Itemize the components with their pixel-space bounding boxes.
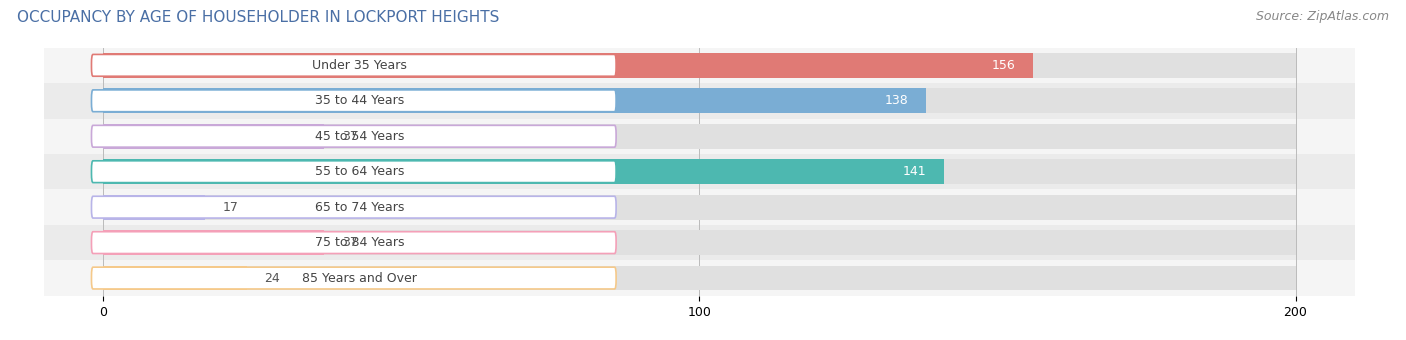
- Bar: [104, 124, 323, 149]
- Bar: [104, 230, 1295, 255]
- Bar: [104, 266, 246, 290]
- FancyBboxPatch shape: [91, 196, 616, 218]
- Text: 45 to 54 Years: 45 to 54 Years: [315, 130, 405, 143]
- Text: 138: 138: [884, 94, 908, 107]
- Bar: [104, 266, 1295, 290]
- Bar: [104, 53, 1033, 78]
- Text: 75 to 84 Years: 75 to 84 Years: [315, 236, 405, 249]
- Text: 55 to 64 Years: 55 to 64 Years: [315, 165, 405, 178]
- Bar: [44, 225, 1355, 260]
- Bar: [44, 154, 1355, 189]
- Text: 24: 24: [264, 272, 280, 285]
- Text: 156: 156: [991, 59, 1015, 72]
- Bar: [44, 83, 1355, 119]
- Bar: [104, 88, 1295, 113]
- Text: 141: 141: [903, 165, 927, 178]
- Bar: [104, 195, 205, 220]
- Bar: [44, 48, 1355, 83]
- FancyBboxPatch shape: [91, 54, 616, 76]
- FancyBboxPatch shape: [91, 232, 616, 254]
- FancyBboxPatch shape: [91, 90, 616, 112]
- Text: 85 Years and Over: 85 Years and Over: [302, 272, 418, 285]
- Bar: [44, 260, 1355, 296]
- Text: Source: ZipAtlas.com: Source: ZipAtlas.com: [1256, 10, 1389, 23]
- Text: 17: 17: [222, 201, 239, 214]
- FancyBboxPatch shape: [91, 125, 616, 147]
- Bar: [104, 230, 323, 255]
- Bar: [104, 159, 943, 184]
- Bar: [44, 189, 1355, 225]
- Bar: [104, 88, 927, 113]
- Text: 35 to 44 Years: 35 to 44 Years: [315, 94, 405, 107]
- FancyBboxPatch shape: [91, 267, 616, 289]
- Text: OCCUPANCY BY AGE OF HOUSEHOLDER IN LOCKPORT HEIGHTS: OCCUPANCY BY AGE OF HOUSEHOLDER IN LOCKP…: [17, 10, 499, 25]
- Bar: [44, 119, 1355, 154]
- Bar: [104, 195, 1295, 220]
- Text: 37: 37: [342, 236, 357, 249]
- Text: 65 to 74 Years: 65 to 74 Years: [315, 201, 405, 214]
- Text: 37: 37: [342, 130, 357, 143]
- Bar: [104, 159, 1295, 184]
- Bar: [104, 124, 1295, 149]
- Bar: [104, 53, 1295, 78]
- FancyBboxPatch shape: [91, 161, 616, 183]
- Text: Under 35 Years: Under 35 Years: [312, 59, 408, 72]
